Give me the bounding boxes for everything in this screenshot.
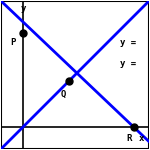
Text: y =: y =: [120, 38, 136, 47]
Text: y: y: [20, 4, 26, 13]
Text: R: R: [126, 134, 131, 143]
Text: P: P: [10, 38, 16, 47]
Text: y =: y =: [120, 59, 136, 68]
Text: x: x: [139, 134, 144, 143]
Text: Q: Q: [60, 90, 66, 99]
